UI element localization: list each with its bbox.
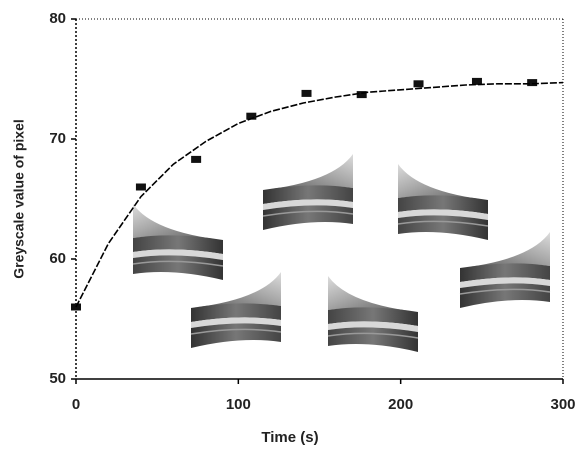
data-point [246, 112, 257, 120]
slab-image [190, 271, 282, 349]
y-tick-label: 70 [49, 130, 66, 147]
data-point [527, 79, 538, 87]
slab-image [262, 153, 354, 231]
y-tick-label: 50 [49, 370, 66, 387]
illustrations [132, 153, 551, 353]
slab-image [132, 203, 224, 281]
slab-image [327, 275, 419, 353]
fit-curve [75, 81, 564, 308]
x-tick-label: 100 [226, 396, 251, 413]
x-tick-label: 200 [388, 396, 413, 413]
y-axis-label: Greyscale value of pixel [11, 119, 27, 279]
slab-image [397, 163, 489, 241]
y-tick-label: 60 [49, 250, 66, 267]
x-axis-label: Time (s) [261, 429, 318, 446]
data-point [471, 77, 482, 85]
data-point [413, 80, 424, 88]
data-point [356, 91, 367, 99]
data-point [301, 89, 312, 97]
x-tick-label: 0 [72, 396, 80, 413]
data-point [135, 183, 146, 191]
data-point [191, 155, 202, 163]
slab-image [459, 231, 551, 309]
y-tick-label: 80 [49, 10, 66, 27]
x-tick-label: 300 [550, 396, 575, 413]
